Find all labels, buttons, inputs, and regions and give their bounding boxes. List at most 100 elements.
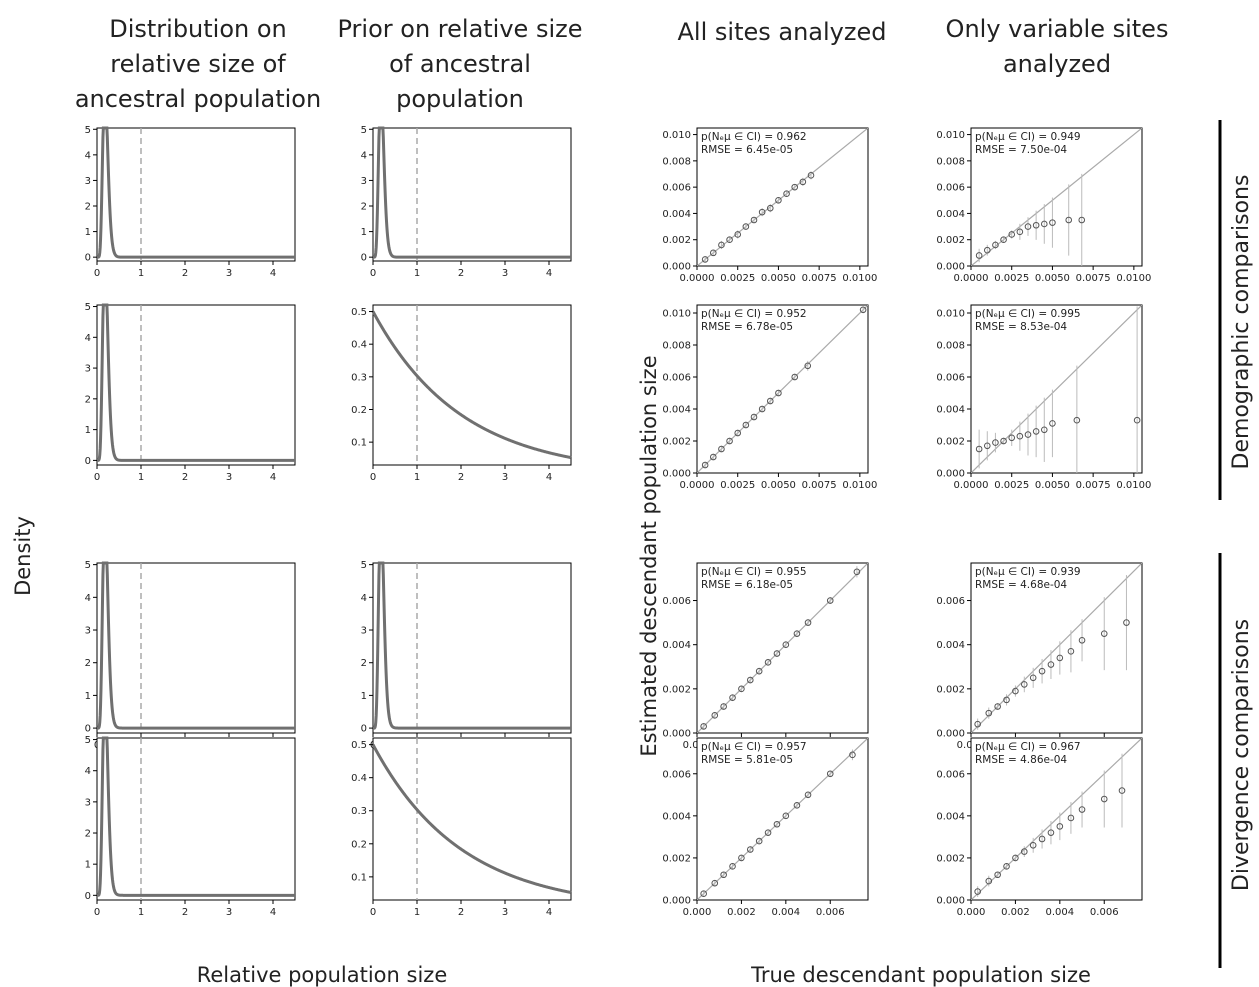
x-tick-label: 0 [94,907,100,918]
data-point [807,172,815,179]
data-point [1032,428,1040,435]
x-tick-label: 4 [546,268,552,279]
y-tick-label: 0.006 [662,769,691,780]
data-point [1000,236,1007,244]
density-axis-label: Density [11,516,35,596]
x-tick-label: 4 [270,907,276,918]
x-tick-label: 0.0100 [842,480,877,491]
coverage-annotation: p(Nₑμ ∈ CI) = 0.957 [701,741,807,753]
plot-area [697,563,868,733]
data-point [974,720,981,728]
x-tick-label: 0 [370,472,376,483]
data-point [1000,437,1007,445]
plot-frame [96,127,296,262]
x-tick-label: 2 [182,907,188,918]
column-title-distribution: Distribution on relative size of ancestr… [75,15,321,113]
y-tick-label: 0.008 [662,156,691,167]
y-tick-label: 0 [361,724,367,735]
x-tick-label: 0.0075 [802,273,837,284]
data-point [782,641,790,648]
data-point [1133,416,1141,424]
scatter-panel-all-r1: 0.0000 0.0025 0.0050 0.0075 0.0100 0.000 0.002… [662,127,877,284]
y-tick-label: 0.002 [662,853,691,864]
y-tick-label: 0 [85,724,91,735]
data-point [1078,806,1086,813]
data-point [1123,619,1130,626]
relative-size-axis-label: Relative population size [197,963,448,987]
data-point [750,216,758,224]
y-tick-label: 3 [361,626,367,637]
data-point [853,568,861,576]
x-tick-label: 3 [226,268,232,279]
data-point [1003,863,1010,870]
y-tick-label: 0.1 [351,438,367,449]
x-tick-label: 0 [370,907,376,918]
density-panel-prior-r4: 0 1 2 3 4 0.1 0.2 0.3 0.4 0.5 [351,737,572,918]
y-tick-label: 0.5 [351,740,367,751]
y-tick-label: 0.010 [936,130,965,141]
x-tick-label: 1 [138,268,144,279]
data-point [1047,829,1055,836]
x-tick-label: 4 [546,472,552,483]
data-point [746,846,754,853]
scatter-panel-var-r4: 0.000 0.002 0.004 0.006 0.000 0.002 0.004 0.006… [936,737,1143,918]
scatter-panel-all-r2: 0.0000 0.0025 0.0050 0.0075 0.0100 0.000 0.002… [662,304,877,491]
y-tick-label: 1 [361,691,367,702]
y-tick-label: 0.004 [662,640,691,651]
data-point [1038,835,1046,843]
y-tick-label: 4 [85,766,91,777]
y-tick-label: 0.000 [662,469,691,480]
x-tick-label: 0.000 [683,907,712,918]
y-tick-label: 1 [85,691,91,702]
plot-frame [96,304,296,466]
density-curve [373,561,571,730]
y-tick-label: 0.006 [662,183,691,194]
data-point [1065,216,1073,224]
plot-frame [96,737,296,901]
y-tick-label: 0.5 [351,307,367,318]
y-tick-label: 0.1 [351,872,367,883]
column-title-line: of ancestral [389,50,531,78]
y-tick-label: 4 [85,593,91,604]
x-tick-label: 3 [226,907,232,918]
data-point [791,373,799,381]
data-point [738,685,745,693]
y-tick-label: 2 [361,202,367,213]
y-tick-label: 3 [85,797,91,808]
y-tick-label: 5 [85,560,91,571]
plot-area [697,128,868,266]
x-tick-label: 0.0025 [720,480,755,491]
data-point [729,863,736,870]
data-point [849,751,856,759]
rmse-annotation: RMSE = 5.81e-05 [701,754,793,766]
data-point [764,829,772,836]
y-tick-label: 4 [85,333,91,344]
data-point [983,442,991,450]
data-point [726,236,733,244]
density-panel-prior-r2: 0 1 2 3 4 0.1 0.2 0.3 0.4 0.5 [351,304,572,483]
data-point [734,429,742,437]
data-point [1029,841,1037,849]
x-tick-label: 0.0100 [1116,480,1151,491]
y-tick-label: 0.000 [662,729,691,740]
x-tick-label: 1 [138,472,144,483]
scatter-panel-var-r3: 0.0000.0020.0040.0060.0000.0020.0040.006… [936,562,1143,751]
x-tick-label: 0.0075 [802,480,837,491]
data-point [1067,648,1075,655]
x-tick-label: 0.006 [1090,907,1119,918]
data-point [711,879,719,887]
row-group-label: Divergence comparisons [1229,619,1254,891]
data-point [994,703,1001,710]
data-point [1100,795,1108,803]
data-point [826,770,834,778]
y-tick-label: 0 [85,891,91,902]
y-tick-label: 3 [85,364,91,375]
x-tick-label: 2 [458,472,464,483]
data-point [709,249,717,257]
plot-frame [372,304,572,466]
data-point [994,871,1001,879]
x-tick-label: 3 [226,472,232,483]
data-point [1020,848,1028,855]
data-point [1020,681,1028,688]
column-title-line: relative size of [110,50,286,78]
